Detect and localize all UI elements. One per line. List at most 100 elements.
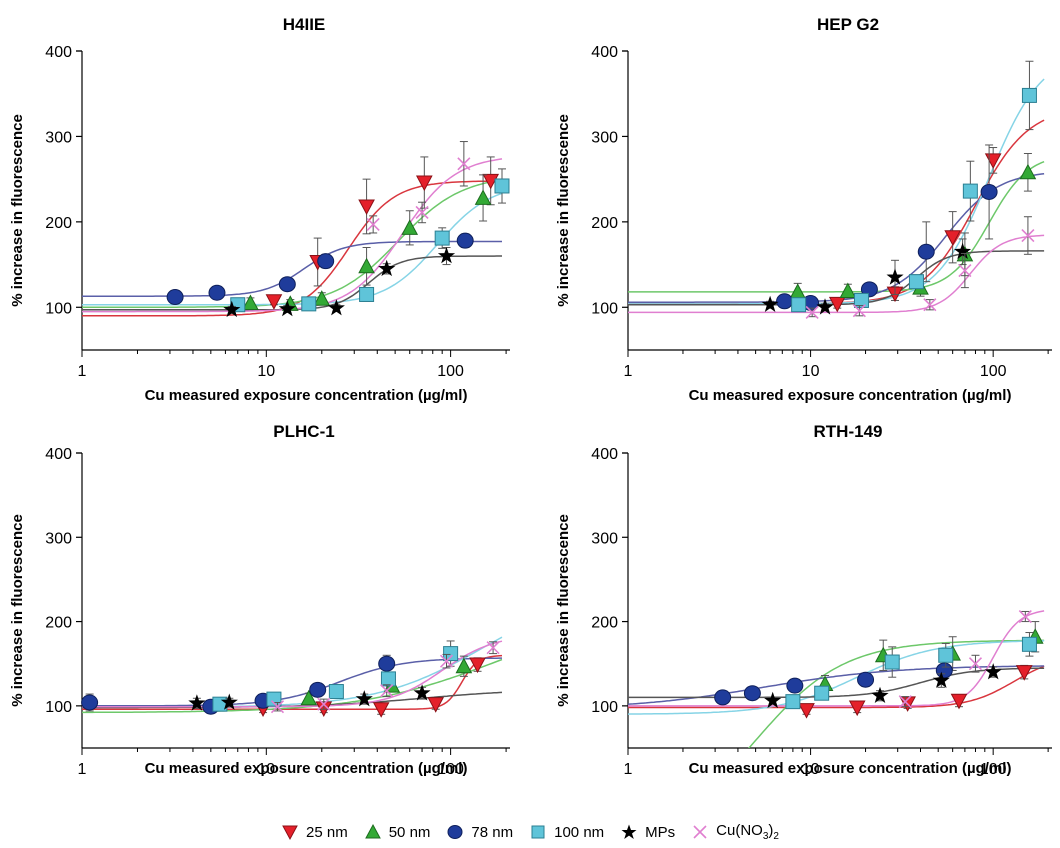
data-point: [208, 284, 226, 301]
y-axis-label: % increase in fluorescence: [555, 114, 572, 307]
data-point: [791, 297, 807, 313]
data-point: [884, 654, 900, 670]
data-point: [935, 662, 953, 679]
fit-curve-78-nm: [82, 657, 502, 707]
data-point: [434, 230, 450, 246]
data-point: [415, 205, 429, 220]
x-axis-label: Cu measured exposure concentration (µg/m…: [145, 387, 468, 404]
chart-title: H4IIE: [283, 15, 326, 34]
data-point: [1015, 665, 1033, 681]
data-point: [1021, 87, 1037, 103]
data-point: [871, 686, 889, 703]
x-tick-label: 10: [802, 761, 820, 778]
data-point: [270, 700, 285, 714]
data-point: [714, 689, 732, 706]
y-tick-label: 300: [591, 530, 618, 547]
data-point: [805, 305, 819, 319]
data-point: [839, 282, 857, 299]
star-icon: [621, 824, 637, 839]
x-axis-label: Cu measured exposure concentration (µg/m…: [145, 760, 468, 777]
data-point: [898, 695, 912, 709]
data-point: [439, 654, 454, 668]
data-point: [220, 693, 238, 710]
y-axis-label: % increase in fluorescence: [9, 514, 26, 707]
data-point: [932, 671, 950, 688]
data-point: [372, 702, 390, 718]
y-tick-label: 300: [591, 129, 618, 146]
data-point: [1021, 636, 1037, 652]
data-point: [1021, 228, 1035, 243]
data-point: [378, 655, 396, 672]
y-axis-label: % increase in fluorescence: [9, 114, 26, 307]
x-tick-label: 100: [437, 363, 464, 380]
series-100-nm: [785, 632, 1037, 710]
data-point: [814, 685, 830, 701]
fit-curve-mps: [628, 667, 1045, 699]
fit-curve-78-nm: [628, 665, 1045, 705]
data-point: [265, 294, 283, 310]
data-point: [358, 199, 375, 216]
square-icon: [531, 825, 545, 839]
data-point: [355, 690, 373, 707]
y-tick-label: 200: [45, 615, 72, 632]
data-point: [494, 178, 510, 194]
data-point: [300, 689, 318, 706]
triangle-up-icon: [364, 823, 381, 839]
x-tick-label: 100: [980, 761, 1007, 778]
fit-curves: [82, 636, 503, 714]
y-tick-label: 200: [591, 215, 618, 232]
series-cu-no3-2: [898, 609, 1032, 709]
data-point: [457, 157, 471, 171]
x-icon: [693, 825, 707, 839]
data-point: [944, 230, 961, 246]
legend-label-mps: MPs: [645, 823, 676, 841]
chart-title: PLHC-1: [273, 422, 334, 441]
legend-item-78nm: 78 nm: [446, 823, 513, 841]
legend-label-50nm: 50 nm: [388, 823, 431, 841]
x-tick-label: 1: [624, 761, 633, 778]
data-point: [415, 175, 433, 192]
data-point: [223, 300, 241, 318]
x-tick-label: 1: [78, 363, 87, 380]
data-point: [938, 647, 954, 663]
fit-curve-78-nm: [82, 240, 502, 297]
data-point: [962, 183, 978, 199]
chart-title: HEP G2: [817, 15, 879, 34]
y-tick-label: 100: [45, 300, 72, 317]
x-tick-label: 1: [78, 761, 87, 778]
series-mps: [188, 684, 431, 711]
data-point: [852, 304, 866, 318]
legend-item-100nm: 100 nm: [529, 823, 604, 841]
series-mps: [764, 663, 1002, 709]
y-tick-label: 400: [591, 446, 618, 463]
fit-curve-25-nm: [628, 665, 1045, 709]
fit-curve-50-nm: [747, 639, 1045, 748]
y-tick-label: 200: [45, 215, 72, 232]
data-point: [328, 684, 344, 700]
data-point: [857, 671, 875, 688]
y-tick-label: 400: [45, 44, 72, 61]
fit-curve-25-nm: [82, 654, 503, 710]
data-point: [1019, 163, 1037, 180]
data-point: [413, 684, 431, 701]
legend-item-mps: MPs: [620, 823, 675, 841]
data-point: [785, 694, 801, 710]
x-axis-label: Cu measured exposure concentration (µg/m…: [689, 760, 1012, 777]
legend-label-100nm: 100 nm: [554, 823, 605, 841]
data-point: [816, 298, 834, 315]
data-point: [886, 268, 904, 285]
circle-icon: [447, 825, 463, 839]
x-axis-label: Cu measured exposure concentration (µg/m…: [689, 387, 1012, 404]
data-point: [317, 253, 335, 270]
data-point: [954, 242, 972, 259]
y-tick-label: 300: [45, 129, 72, 146]
x-tick-label: 1: [624, 363, 633, 380]
fit-curve-100-nm: [628, 640, 1045, 715]
data-point: [443, 646, 459, 662]
series-50-nm: [242, 174, 492, 311]
legend-label-78nm: 78 nm: [471, 823, 514, 841]
data-point: [313, 290, 331, 306]
data-point: [474, 189, 492, 205]
